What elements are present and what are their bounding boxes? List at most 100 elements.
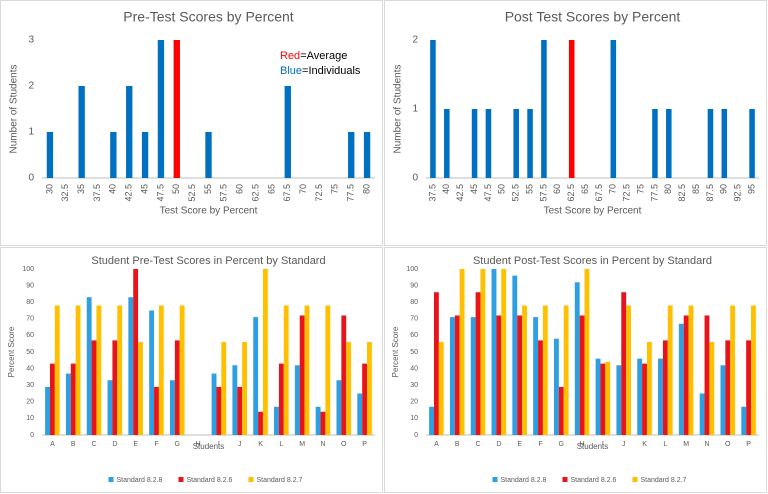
x-tick-label: D [496,441,501,448]
y-tick-label: 30 [26,382,34,389]
y-tick-label: 20 [410,399,418,406]
bar [325,305,331,435]
x-tick-label: 60 [552,184,562,194]
bar [304,305,310,435]
bar [341,315,347,435]
x-axis-label: Test Score by Percent [544,206,642,217]
bar [678,323,684,435]
bar [485,109,492,178]
x-tick-label: P [362,441,367,448]
bar [49,363,55,435]
y-tick-label: 50 [410,349,418,356]
y-tick-label: 100 [406,266,418,273]
bar [709,342,715,435]
x-tick-label: K [642,441,647,448]
y-tick-label: 10 [410,415,418,422]
x-tick-label: C [476,441,481,448]
bar [542,305,548,435]
x-tick-label: 57.5 [219,184,229,202]
x-tick-label: G [559,441,564,448]
x-tick-label: 50 [171,184,181,194]
chart-panel: Post Test Scores by Percent 0 1 2 37.5 40 42.5… [384,0,767,246]
bar [699,393,705,435]
y-tick-label: 1 [412,104,418,115]
x-tick-label: E [133,441,138,448]
bar [517,315,523,435]
bar [438,342,444,435]
bar [357,393,363,435]
x-tick-label: B [455,441,460,448]
bar [110,132,117,178]
legend-label: Standard 8.2.8 [501,477,547,484]
x-tick-label: 67.5 [594,184,604,202]
y-tick-label: 2 [28,81,34,92]
bar [294,365,300,435]
x-tick-label: 95 [746,184,756,194]
bar [54,305,60,435]
bar [646,342,652,435]
legend-label: Standard 8.2.7 [641,477,687,484]
bar [78,86,85,178]
bar [751,305,756,435]
y-tick-label: 0 [414,432,418,439]
bar [475,292,481,435]
annotation-text: =Individuals [302,65,361,77]
bar [584,269,590,435]
x-tick-label: 65 [580,184,590,194]
bar [429,406,434,435]
x-tick-label: L [663,441,667,448]
annotation: Red=Average [280,50,347,62]
bar [430,40,436,178]
bar [336,380,342,435]
bar [658,358,663,435]
x-tick-label: G [175,441,180,448]
x-tick-label: I [602,441,604,448]
x-tick-label: 42.5 [455,184,465,202]
bar [346,342,352,435]
legend-label: Standard 8.2.6 [571,477,617,484]
bar [553,338,559,435]
bar [444,109,450,178]
bar [46,132,54,178]
y-tick-label: 0 [28,173,34,184]
bar [637,358,643,435]
bar [433,292,439,435]
bar [480,269,486,435]
bar [173,40,180,178]
y-tick-label: 80 [26,299,34,306]
x-axis-label: Test Score by Percent [160,206,258,217]
bar [600,363,606,435]
bar [91,340,97,435]
y-tick-label: 100 [22,266,34,273]
x-tick-label: 47.5 [483,184,493,202]
bar [133,269,139,435]
bar [154,386,159,435]
bar [496,315,502,435]
bar [610,40,617,178]
bar [538,340,543,435]
x-tick-label: J [238,441,242,448]
bar [75,305,81,435]
legend-swatch [108,477,114,482]
x-tick-label: P [746,441,751,448]
bar [662,340,668,435]
y-axis-label: Number of Students [393,65,404,154]
annotation-key: Red [280,50,300,62]
x-tick-label: 72.5 [622,184,632,202]
chart-title: Pre-Test Scores by Percent [123,9,294,25]
x-tick-label: 70 [608,184,618,194]
legend-swatch [248,477,254,482]
bar [454,315,460,435]
x-tick-label: 50 [497,184,507,194]
x-tick-label: 70 [298,184,308,194]
bar [730,305,736,435]
bar [527,109,533,178]
bar [501,269,507,435]
bar [126,86,133,178]
bar [721,109,728,178]
y-tick-label: 70 [26,316,34,323]
x-tick-label: N [704,441,709,448]
legend-swatch [632,477,638,482]
x-axis-label: Students [577,442,609,451]
x-tick-label: 42.5 [124,184,134,202]
